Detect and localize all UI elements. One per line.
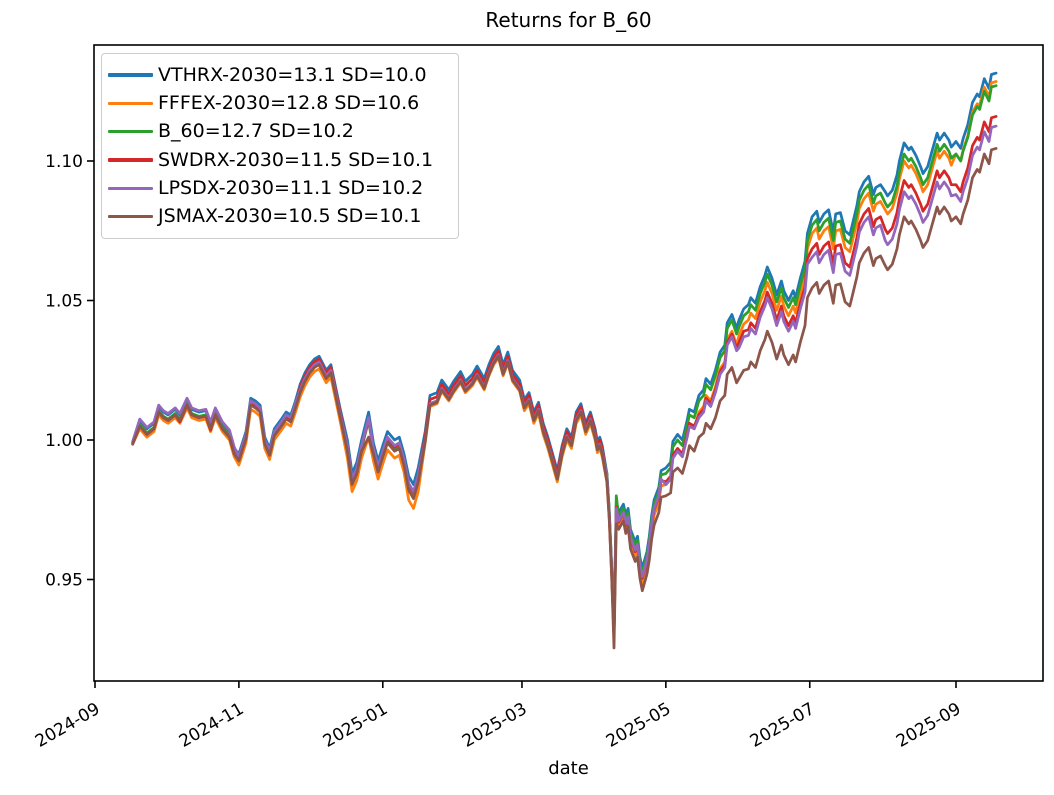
- legend-item: FFFEX-2030=12.8 SD=10.6: [108, 89, 448, 117]
- legend-item-label: SWDRX-2030=11.5 SD=10.1: [158, 148, 434, 171]
- x-tick-label: 2025-09: [893, 699, 965, 752]
- x-tick-label: 2025-07: [747, 699, 819, 752]
- y-tick-label: 1.05: [45, 292, 83, 312]
- legend-item-label: VTHRX-2030=13.1 SD=10.0: [158, 63, 427, 86]
- legend-line-swatch: [108, 158, 153, 162]
- x-tick-label: 2024-09: [32, 699, 104, 752]
- legend-item-label: JSMAX-2030=10.5 SD=10.1: [158, 205, 422, 228]
- chart-title: Returns for B_60: [485, 8, 652, 32]
- y-tick-label: 1.00: [45, 431, 83, 451]
- legend-item: SWDRX-2030=11.5 SD=10.1: [108, 146, 448, 174]
- x-axis-label: date: [548, 758, 589, 779]
- legend: VTHRX-2030=13.1 SD=10.0 FFFEX-2030=12.8 …: [101, 53, 459, 239]
- legend-line-swatch: [108, 214, 153, 219]
- plot-frame: [93, 44, 1044, 682]
- legend-item-label: B_60=12.7 SD=10.2: [158, 120, 354, 143]
- legend-item: VTHRX-2030=13.1 SD=10.0: [108, 61, 448, 89]
- series-line-VTHRX-2030: [131, 71, 998, 634]
- legend-line-swatch: [108, 186, 153, 191]
- legend-item-label: FFFEX-2030=12.8 SD=10.6: [158, 91, 420, 114]
- x-tick-label: 2025-05: [603, 699, 675, 752]
- y-tick-label: 0.95: [45, 571, 83, 591]
- legend-item: B_60=12.7 SD=10.2: [108, 118, 448, 146]
- x-tick-label: 2025-03: [459, 699, 531, 752]
- series-line-JSMAX-2030: [131, 147, 998, 650]
- legend-line-swatch: [108, 73, 153, 77]
- legend-line-swatch: [108, 130, 153, 134]
- legend-item: LPSDX-2030=11.1 SD=10.2: [108, 174, 448, 202]
- legend-line-swatch: [108, 101, 153, 106]
- y-tick-label: 1.10: [45, 152, 83, 172]
- legend-item: JSMAX-2030=10.5 SD=10.1: [108, 202, 448, 230]
- x-tick-label: 2025-01: [320, 699, 392, 752]
- legend-item-label: LPSDX-2030=11.1 SD=10.2: [158, 176, 424, 199]
- series-line-LPSDX-2030: [131, 124, 998, 637]
- x-tick-label: 2024-11: [176, 699, 248, 752]
